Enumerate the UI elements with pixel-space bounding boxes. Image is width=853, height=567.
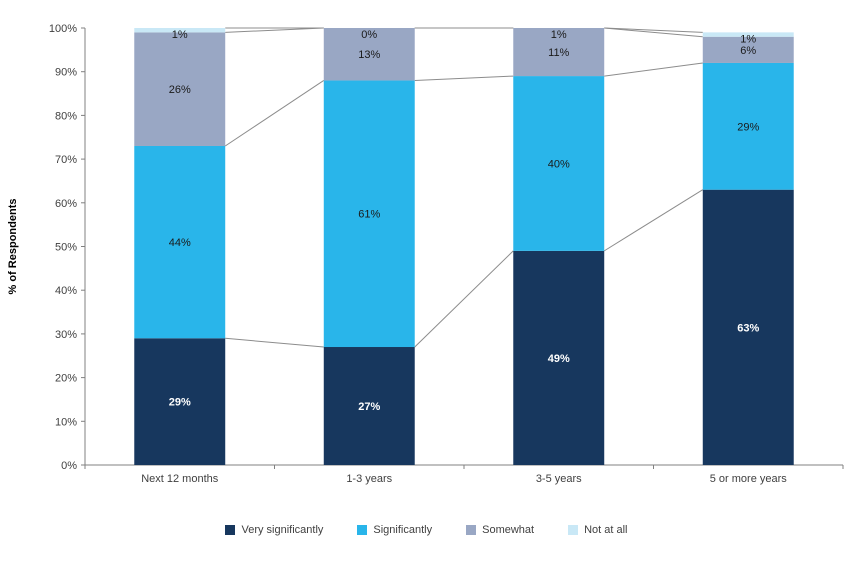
legend-item-significantly: Significantly — [357, 524, 432, 536]
segment-label: 49% — [548, 353, 570, 365]
segment-label: 40% — [548, 158, 570, 170]
legend-item-not-at-all: Not at all — [568, 524, 628, 536]
legend-swatch-very-significantly — [225, 525, 236, 535]
bar-segment — [702, 36, 794, 63]
y-axis-tick-label: 30% — [55, 329, 77, 341]
legend-label-very-significantly: Very significantly — [241, 524, 324, 536]
series-connector-line — [604, 62, 703, 77]
legend-label-significantly: Significantly — [373, 524, 433, 536]
y-axis-tick-label: 0% — [61, 460, 77, 472]
segment-label: 1% — [172, 29, 188, 41]
segment-label: 44% — [169, 237, 191, 249]
bar-segment — [513, 76, 605, 251]
bar-segment — [323, 28, 415, 81]
bar-segment — [134, 32, 226, 146]
bar-segment — [702, 189, 794, 465]
bar-segment — [323, 80, 415, 348]
series-connector-line — [604, 27, 703, 33]
series-connector-line — [414, 75, 514, 81]
segment-label: 61% — [358, 209, 380, 221]
y-axis-tick-label: 10% — [55, 416, 77, 428]
bar-segment — [702, 32, 794, 37]
bar-segment — [702, 62, 794, 190]
category-label: 3-5 years — [536, 473, 582, 485]
segment-label: 26% — [169, 84, 191, 96]
segment-label: 29% — [737, 121, 759, 133]
bar-segment — [134, 338, 226, 465]
y-axis-tick-label: 100% — [49, 23, 77, 35]
y-axis-tick-label: 90% — [55, 67, 77, 79]
segment-label: 6% — [740, 45, 756, 57]
y-axis-tick-label: 20% — [55, 373, 77, 385]
bar-segment — [513, 250, 605, 465]
bar-segment — [134, 28, 226, 33]
category-label: 1-3 years — [346, 473, 392, 485]
stacked-bar-chart: 0% 10% 20% 30% 40% 50% 60% 70% 80% 90% 100% 29% 44% 2… — [7, 23, 844, 485]
series-connector-line — [414, 250, 514, 348]
y-axis-tick-label: 70% — [55, 154, 77, 166]
y-axis-title: % of Respondents — [7, 199, 19, 295]
segment-label: 1% — [740, 33, 756, 45]
segment-label: 11% — [548, 47, 569, 59]
y-axis-tick-label: 40% — [55, 285, 77, 297]
segment-label: 27% — [358, 401, 380, 413]
series-connector-line — [225, 27, 324, 33]
series-connector-line — [225, 337, 324, 348]
segment-label: 13% — [358, 49, 380, 61]
legend-label-not-at-all: Not at all — [584, 524, 628, 536]
chart-legend: Very significantly Significantly Somewha… — [0, 524, 853, 536]
category-label: Next 12 months — [141, 473, 219, 485]
y-axis-tick-label: 50% — [55, 242, 77, 254]
series-connector-line — [224, 80, 325, 147]
series-connector-line — [604, 27, 703, 38]
y-axis-tick-label: 60% — [55, 198, 77, 210]
legend-item-somewhat: Somewhat — [466, 524, 534, 536]
bar-segment — [513, 28, 605, 77]
series-connector-line — [603, 189, 704, 252]
category-label: 5 or more years — [710, 473, 788, 485]
y-axis-tick-label: 80% — [55, 110, 77, 122]
legend-swatch-somewhat — [466, 525, 477, 535]
segment-label: 63% — [737, 322, 759, 334]
segment-label: 29% — [169, 397, 191, 409]
bar-segment — [323, 347, 415, 465]
legend-label-somewhat: Somewhat — [482, 524, 535, 536]
legend-swatch-not-at-all — [568, 525, 579, 535]
segment-label: 0% — [361, 29, 377, 41]
bar-segment — [134, 145, 226, 339]
segment-label: 1% — [551, 29, 567, 41]
legend-item-very-significantly: Very significantly — [225, 524, 323, 536]
legend-swatch-significantly — [357, 525, 368, 535]
